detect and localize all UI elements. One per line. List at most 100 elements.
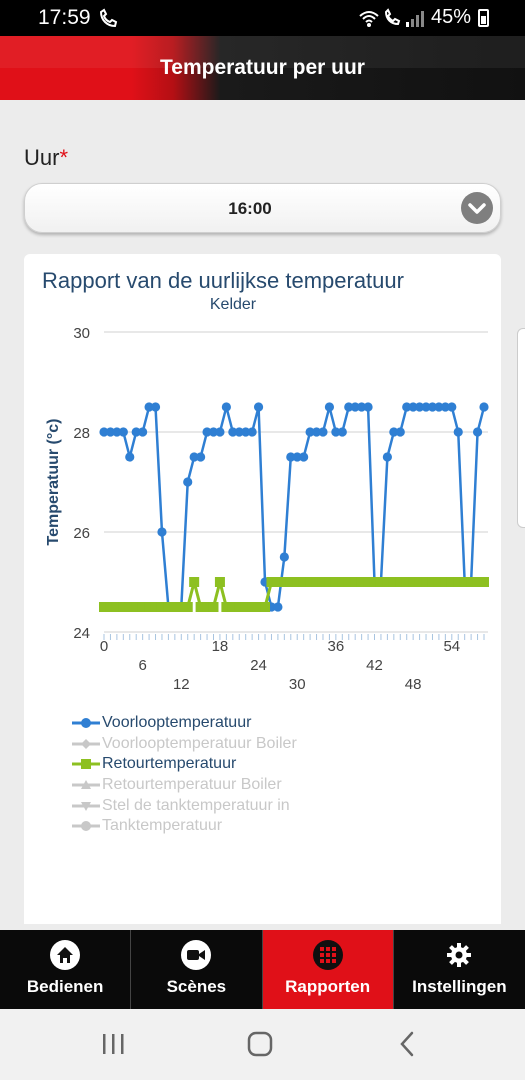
legend-label: Voorlooptemperatuur (102, 714, 252, 732)
retour-point (272, 577, 283, 587)
legend-item[interactable]: Retourtemperatuur Boiler (70, 775, 297, 796)
x-tick-label: 0 (100, 638, 108, 655)
retour-point (131, 602, 142, 612)
gear-icon (444, 940, 474, 970)
voorloop-point (363, 402, 373, 412)
voorloop-point (344, 402, 354, 412)
recent-apps-icon[interactable] (93, 1029, 133, 1059)
y-axis-label: Temperatuur (°c) (45, 418, 62, 545)
voorloop-point (144, 402, 154, 412)
retour-point (363, 577, 374, 587)
hour-select[interactable]: 16:00 (24, 183, 501, 233)
retour-point (227, 602, 238, 612)
retour-point (279, 577, 290, 587)
retour-point (202, 602, 213, 612)
retour-point (472, 577, 483, 587)
voorloop-point (118, 427, 128, 437)
voorloop-point (247, 427, 257, 437)
voorloop-point (427, 402, 438, 412)
legend-marker-icon (70, 713, 102, 733)
voorloop-point (350, 402, 360, 412)
legend-marker-icon (70, 754, 102, 774)
voorloop-point (337, 427, 347, 437)
x-tick-label: 30 (289, 676, 306, 693)
chart-title: Rapport van de uurlijkse temperatuur (42, 268, 404, 293)
x-tick-label: 24 (250, 657, 267, 674)
battery-percent: 45% (431, 6, 472, 28)
side-drawer-tab[interactable] (517, 328, 525, 528)
chart-card (24, 254, 501, 924)
nav-instellingen[interactable]: Instellingen (394, 930, 525, 1009)
wifi-call-icon (99, 8, 118, 28)
retour-point (189, 577, 200, 587)
legend-item[interactable]: Stel de tanktemperatuur in (70, 795, 297, 816)
y-tick-label: 30 (73, 325, 90, 342)
retour-point (350, 577, 361, 587)
y-tick-label: 24 (73, 625, 90, 642)
x-tick-label: 18 (212, 638, 229, 655)
voorloop-point (331, 427, 341, 437)
retour-point (459, 577, 470, 587)
retour-point (285, 577, 296, 587)
voorloop-point (305, 427, 315, 437)
voorloop-point (311, 427, 322, 437)
voorloop-point (215, 427, 225, 437)
voorloop-point (395, 427, 405, 437)
retour-point (260, 602, 271, 612)
voorloop-point (138, 427, 148, 437)
legend-label: Stel de tanktemperatuur in (102, 796, 290, 814)
retour-point (382, 577, 393, 587)
video-camera-icon (181, 940, 212, 970)
retour-point (266, 577, 277, 587)
y-tick-label: 26 (73, 525, 90, 542)
nav-scenes[interactable]: Scènes (131, 930, 263, 1009)
legend-item[interactable]: Voorlooptemperatuur Boiler (70, 734, 297, 755)
retour-point (343, 577, 354, 587)
x-tick-label: 42 (366, 657, 383, 674)
voorloop-point (125, 452, 135, 462)
legend-item[interactable]: Retourtemperatuur (70, 754, 297, 775)
hour-field-label: Uur* (24, 145, 68, 171)
retour-point (311, 577, 322, 587)
retour-point (144, 602, 155, 612)
retour-point (479, 577, 489, 587)
legend-item[interactable]: Voorlooptemperatuur (70, 713, 297, 734)
retour-point (214, 577, 225, 587)
retour-point (427, 577, 438, 587)
voorloop-point (382, 452, 392, 462)
retour-point (208, 602, 219, 612)
retour-point (182, 602, 193, 612)
legend-marker-icon (70, 775, 102, 795)
retour-point (433, 577, 444, 587)
home-button-icon[interactable] (240, 1029, 280, 1059)
voorloop-point (479, 402, 489, 412)
retour-point (375, 577, 386, 587)
legend-item[interactable]: Tanktemperatuur (70, 816, 297, 837)
retour-point (292, 577, 303, 587)
nav-bedienen[interactable]: Bedienen (0, 930, 132, 1009)
retour-point (253, 602, 264, 612)
retour-point (195, 602, 206, 612)
voorloop-point (318, 427, 328, 437)
voorloop-point (183, 477, 193, 487)
back-icon[interactable] (388, 1029, 428, 1059)
retour-point (421, 577, 432, 587)
system-nav-bar (0, 1009, 525, 1080)
retour-point (118, 602, 129, 612)
legend-label: Tanktemperatuur (102, 817, 223, 835)
voorloop-point (286, 452, 296, 462)
retour-point (395, 577, 406, 587)
nav-label: Rapporten (285, 977, 371, 996)
status-time: 17:59 (38, 6, 91, 29)
status-bar: 17:59 45% (0, 0, 525, 36)
retour-point (330, 577, 341, 587)
voorloop-point (253, 402, 264, 412)
retour-point (163, 602, 174, 612)
voorloop-point (196, 452, 206, 462)
retour-point (156, 602, 167, 612)
voorloop-point (131, 427, 141, 437)
retour-point (453, 577, 464, 587)
voorloop-point (208, 427, 219, 437)
retour-point (234, 602, 245, 612)
nav-rapporten[interactable]: Rapporten (262, 930, 394, 1009)
